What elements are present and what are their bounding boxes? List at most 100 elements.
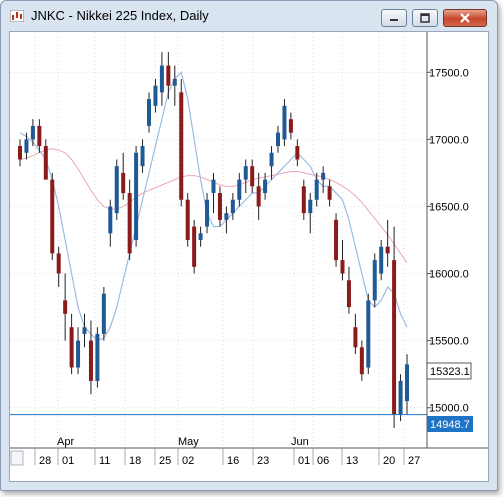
candle-body (166, 65, 171, 86)
candle-down (334, 213, 339, 267)
x-day-label: 11 (99, 455, 110, 467)
x-day-label: 25 (159, 455, 171, 467)
candle-body (359, 347, 364, 375)
candle-up (24, 132, 29, 160)
candle-up (282, 99, 287, 147)
candle-down (359, 340, 364, 381)
candle-down (327, 179, 332, 207)
candle-up (269, 146, 274, 180)
y-axis[interactable]: 17500.0 17000.0 16500.0 16000.0 15500.0 15000… (427, 67, 469, 415)
candle-up (372, 253, 377, 308)
x-day-label: 01 (62, 455, 74, 467)
candle-body (379, 246, 384, 274)
candle-body (121, 172, 126, 194)
x-axis[interactable]: 28 01 11 18 25 02 16 23 01 06 13 20 27 Apr May Jun (34, 436, 420, 467)
candle-body (147, 99, 151, 126)
candle-up (140, 139, 145, 173)
app-icon (10, 10, 24, 22)
candle-body (88, 340, 93, 381)
maximize-button[interactable] (412, 9, 438, 27)
candle-up (379, 240, 384, 281)
candle-up (398, 374, 403, 422)
candle-up (366, 293, 371, 375)
x-day-label: 27 (408, 455, 420, 467)
candle-up (114, 159, 119, 220)
candle-body (159, 65, 164, 93)
candle-body (385, 246, 390, 254)
candle-body (82, 327, 87, 334)
candle-down (121, 152, 126, 200)
candle-up (95, 327, 100, 388)
close-button[interactable] (443, 9, 487, 27)
candle-up (263, 172, 268, 200)
x-day-label: 28 (39, 455, 51, 467)
scroll-box[interactable] (10, 450, 24, 466)
candle-down (43, 139, 48, 180)
candle-body (24, 139, 29, 153)
candle-body (76, 340, 81, 368)
candles (18, 52, 409, 428)
candle-down (185, 193, 190, 247)
candle-body (108, 206, 113, 234)
candle-down (56, 246, 61, 287)
x-day-label: 13 (346, 455, 358, 467)
candle-body (321, 172, 326, 180)
candle-body (256, 186, 261, 207)
candle-up (82, 313, 87, 348)
candle-body (301, 186, 306, 214)
candle-body (295, 146, 300, 160)
candle-down (346, 266, 351, 314)
candle-up (159, 52, 164, 106)
y-tick-label: 15000.0 (429, 403, 469, 415)
candle-down (50, 172, 55, 261)
candle-body (172, 78, 177, 86)
candle-up (172, 65, 177, 106)
candle-up (224, 206, 229, 234)
candle-down (250, 159, 255, 194)
candle-body (250, 166, 255, 187)
candle-body (134, 152, 139, 240)
candle-body (56, 253, 61, 274)
candle-up (134, 146, 139, 247)
candle-down (69, 313, 74, 375)
x-month-label: Jun (291, 436, 309, 448)
candlestick-chart[interactable]: 17500.0 17000.0 16500.0 16000.0 15500.0 15000… (10, 32, 488, 481)
candle-down (217, 186, 222, 227)
candle-body (263, 179, 268, 194)
x-day-label: 06 (317, 455, 329, 467)
candle-body (211, 179, 216, 194)
candle-body (43, 146, 48, 180)
candle-up (230, 193, 235, 220)
candle-down (179, 78, 184, 207)
candle-body (127, 193, 132, 254)
candle-body (327, 186, 332, 200)
candle-body (50, 179, 55, 254)
candle-body (288, 119, 293, 133)
candle-down (37, 119, 42, 153)
candle-body (269, 152, 274, 167)
candle-body (237, 179, 242, 200)
candle-body (18, 146, 22, 160)
candle-body (346, 280, 351, 308)
title-bar[interactable]: JNKC - Nikkei 225 Index, Daily (1, 1, 497, 31)
candle-body (282, 105, 287, 140)
minimize-button[interactable] (381, 9, 407, 27)
candle-down (385, 219, 390, 267)
candle-up (405, 354, 409, 415)
candle-up (198, 226, 203, 247)
candle-body (243, 166, 248, 180)
candle-down (295, 139, 300, 167)
window-title: JNKC - Nikkei 225 Index, Daily (31, 8, 209, 23)
candle-down (192, 219, 197, 274)
candle-body (334, 219, 339, 261)
y-tick-label: 16500.0 (429, 201, 469, 213)
candle-body (398, 380, 403, 415)
candle-body (308, 199, 313, 214)
candle-body (179, 92, 184, 200)
candle-body (340, 260, 345, 274)
chart-area[interactable]: 17500.0 17000.0 16500.0 16000.0 15500.0 15000… (9, 31, 489, 482)
candle-body (63, 300, 68, 314)
candle-body (153, 85, 158, 106)
candle-down (256, 172, 261, 220)
candle-up (276, 125, 280, 153)
